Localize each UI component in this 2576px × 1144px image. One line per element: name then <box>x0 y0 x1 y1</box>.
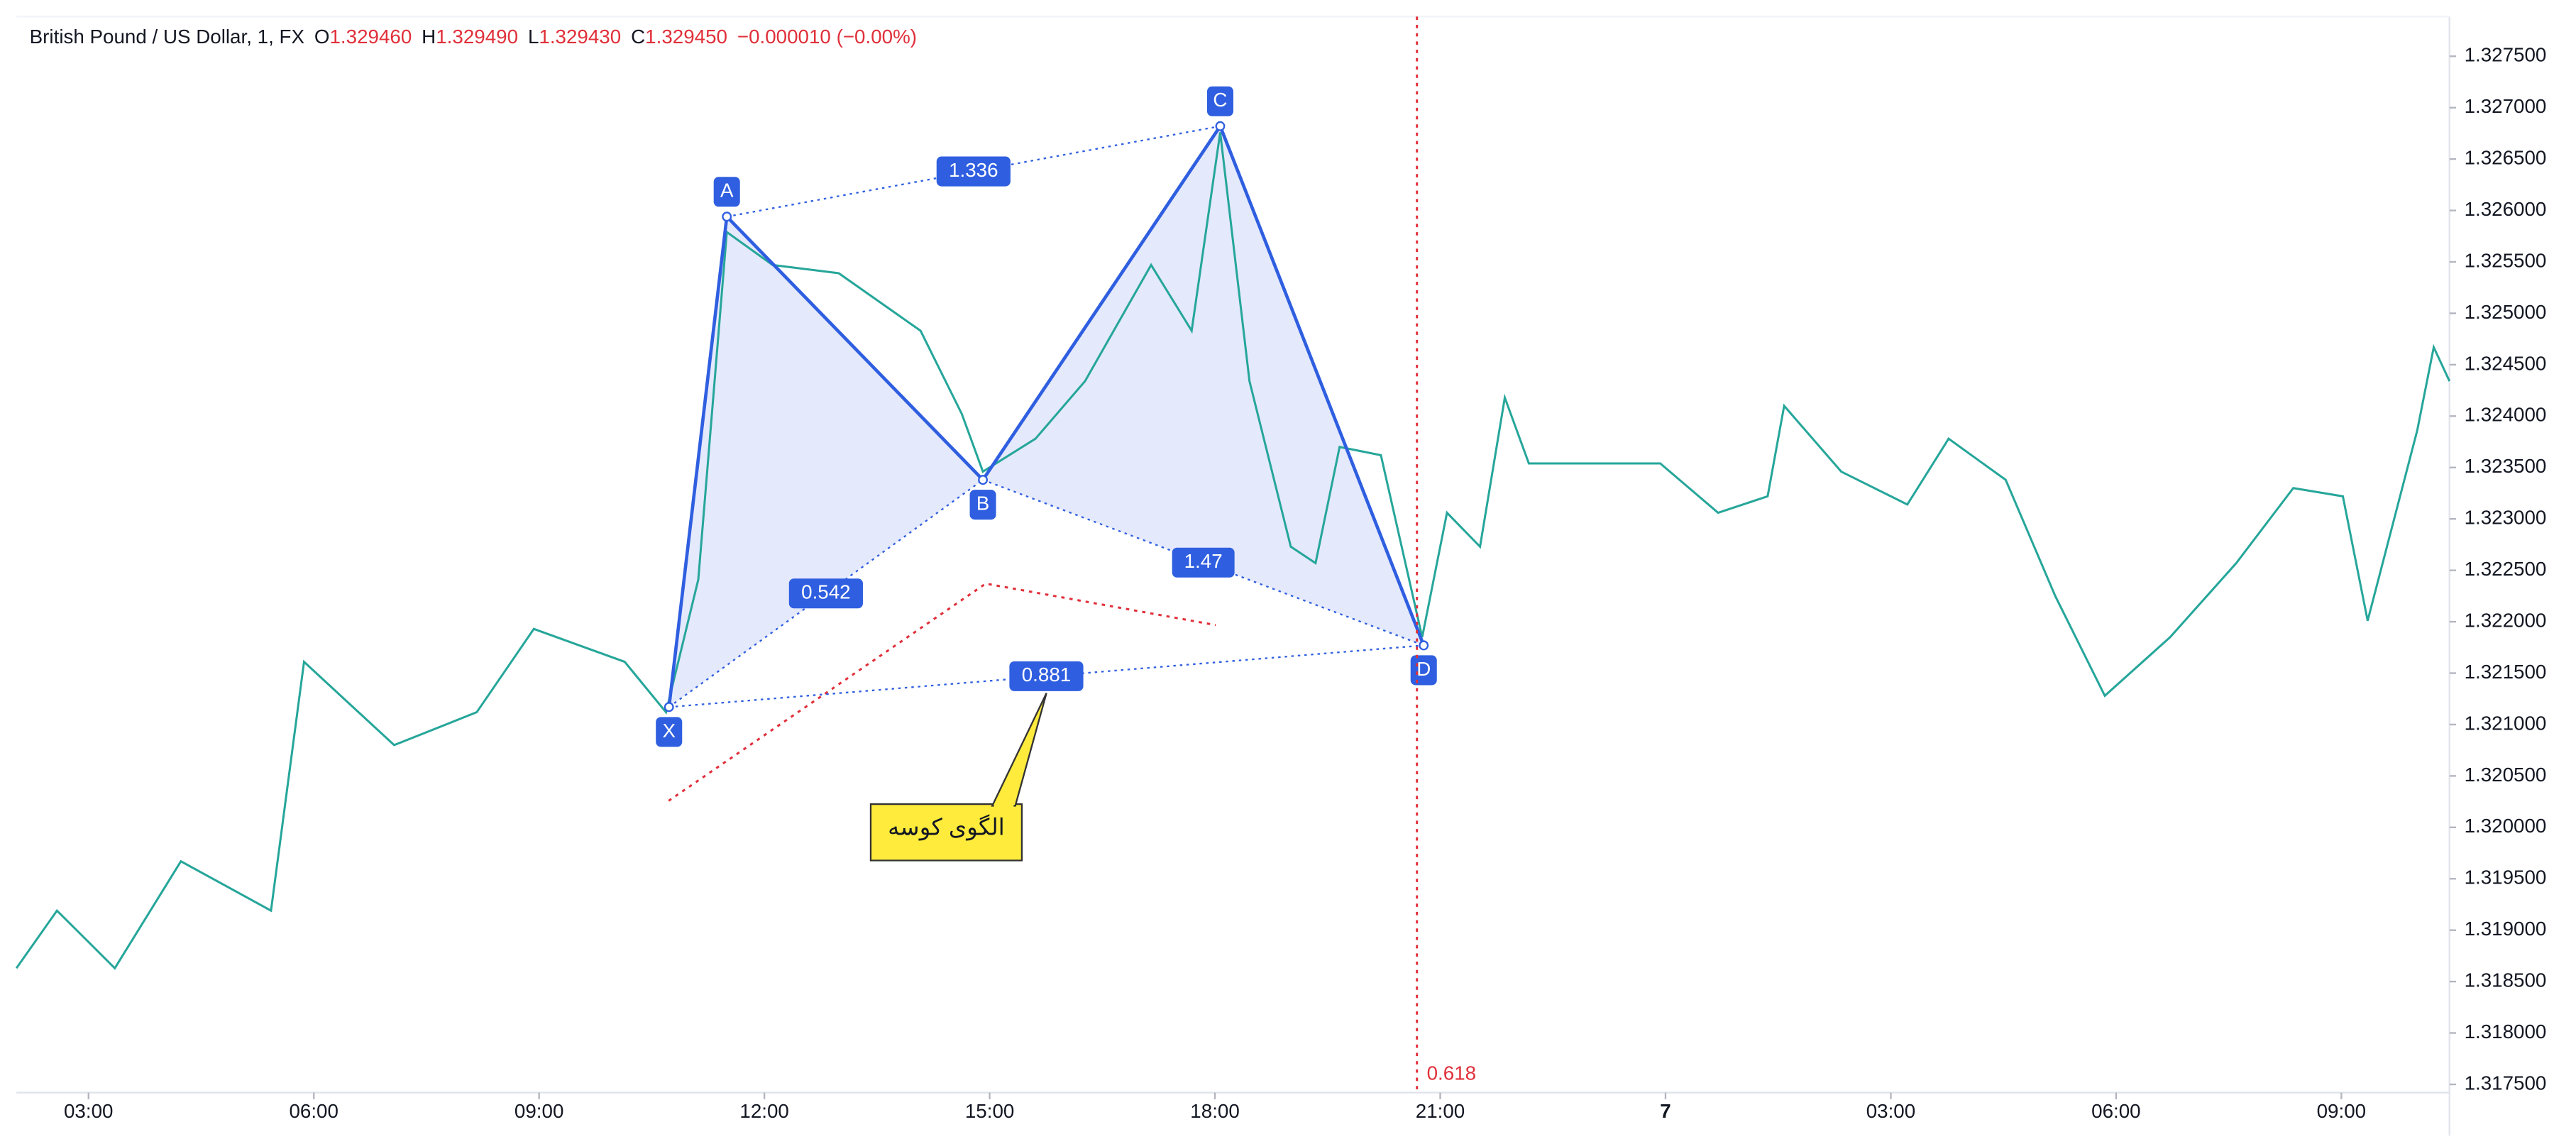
point-box <box>656 717 683 747</box>
point-box <box>1410 655 1437 686</box>
annotation: الگوی کوسه <box>888 814 1005 842</box>
ratio-box <box>1172 547 1235 578</box>
y-tick-label: 1.322500 <box>2465 558 2547 580</box>
point-label: X <box>662 720 676 742</box>
ratio-box <box>936 156 1011 187</box>
pattern-point <box>664 702 674 713</box>
ratio-label: 1.47 <box>1184 550 1223 572</box>
ratio-box <box>788 578 863 609</box>
y-tick-label: 1.327500 <box>2465 44 2547 66</box>
y-tick-label: 1.321000 <box>2465 712 2547 734</box>
y-tick-label: 1.317500 <box>2465 1072 2547 1094</box>
pattern-point <box>1215 121 1226 131</box>
callout-box <box>869 803 1023 862</box>
x-tick-label: 03:00 <box>1866 1100 1915 1122</box>
symbol: British Pound / US Dollar, 1, FX <box>30 26 305 48</box>
ohlc-key: H <box>422 26 436 48</box>
pattern-point <box>978 475 989 485</box>
x-tick-label: 06:00 <box>289 1100 338 1122</box>
x-tick-label: 09:00 <box>514 1100 563 1122</box>
x-tick-label: 18:00 <box>1190 1100 1239 1122</box>
pattern-dotted <box>668 644 1424 708</box>
y-tick-label: 1.325000 <box>2465 301 2547 323</box>
x-tick-label: 06:00 <box>2091 1100 2140 1122</box>
y-tick-label: 1.320000 <box>2465 815 2547 837</box>
y-tick-label: 1.322000 <box>2465 609 2547 631</box>
pattern-fill <box>983 126 1424 646</box>
pattern-point <box>722 211 732 222</box>
point-box <box>1206 86 1233 116</box>
pattern-leg <box>725 215 984 481</box>
pattern-fill <box>668 216 984 708</box>
pattern-leg <box>981 125 1222 481</box>
y-tick-label: 1.321500 <box>2465 661 2547 683</box>
header: British Pound / US Dollar, 1, FX O1.32946… <box>30 26 917 48</box>
point-label: A <box>720 180 734 202</box>
y-tick-label: 1.323000 <box>2465 506 2547 528</box>
ratio-box <box>1009 661 1084 691</box>
y-tick-label: 1.325500 <box>2465 249 2547 271</box>
point-label: C <box>1213 89 1227 111</box>
change: −0.000010 (−0.00%) <box>737 26 917 48</box>
ohlc-key: O <box>314 26 330 48</box>
point-label: B <box>976 492 990 514</box>
y-tick-label: 1.323500 <box>2465 455 2547 477</box>
y-tick-label: 1.319000 <box>2465 918 2547 940</box>
ratio-label: 0.881 <box>1022 664 1071 686</box>
ratio-label: 1.336 <box>949 159 998 181</box>
y-tick-label: 1.324000 <box>2465 404 2547 426</box>
y-tick-label: 1.326000 <box>2465 198 2547 220</box>
y-tick-label: 1.327000 <box>2465 95 2547 117</box>
ohlc-key: L <box>528 26 539 48</box>
pattern-leg <box>1218 125 1426 647</box>
price-line <box>15 132 2451 970</box>
y-tick-label: 1.319500 <box>2465 867 2547 889</box>
ohlc-value: 1.329450 <box>645 26 727 48</box>
ohlc-key: C <box>631 26 645 48</box>
ohlc-value: 1.329430 <box>539 26 621 48</box>
y-tick-label: 1.320500 <box>2465 764 2547 786</box>
point-label: D <box>1416 658 1431 680</box>
pattern-leg <box>667 216 729 708</box>
y-tick-label: 1.318500 <box>2465 969 2547 991</box>
point-box <box>713 177 740 207</box>
ratio-label: 0.542 <box>801 581 850 603</box>
ohlc-value: 1.329460 <box>329 26 412 48</box>
pattern-point <box>1419 640 1429 651</box>
y-tick-label: 1.318000 <box>2465 1021 2547 1043</box>
plot: 1.317500 1.318000 1.318500 1.319000 1.319500… <box>15 16 2547 1122</box>
ohlc-value: 1.329490 <box>436 26 518 48</box>
x-tick-label: 09:00 <box>2317 1100 2366 1122</box>
point-box <box>969 490 996 520</box>
vline-label: 0.618 <box>1427 1062 1476 1084</box>
x-tick-label: 7 <box>1660 1100 1670 1122</box>
y-tick-label: 1.326500 <box>2465 146 2547 168</box>
x-tick-label: 03:00 <box>64 1100 113 1122</box>
y-tick-label: 1.324500 <box>2465 352 2547 374</box>
x-tick-label: 12:00 <box>739 1100 788 1122</box>
x-tick-label: 15:00 <box>965 1100 1014 1122</box>
x-tick-label: 21:00 <box>1416 1100 1465 1122</box>
